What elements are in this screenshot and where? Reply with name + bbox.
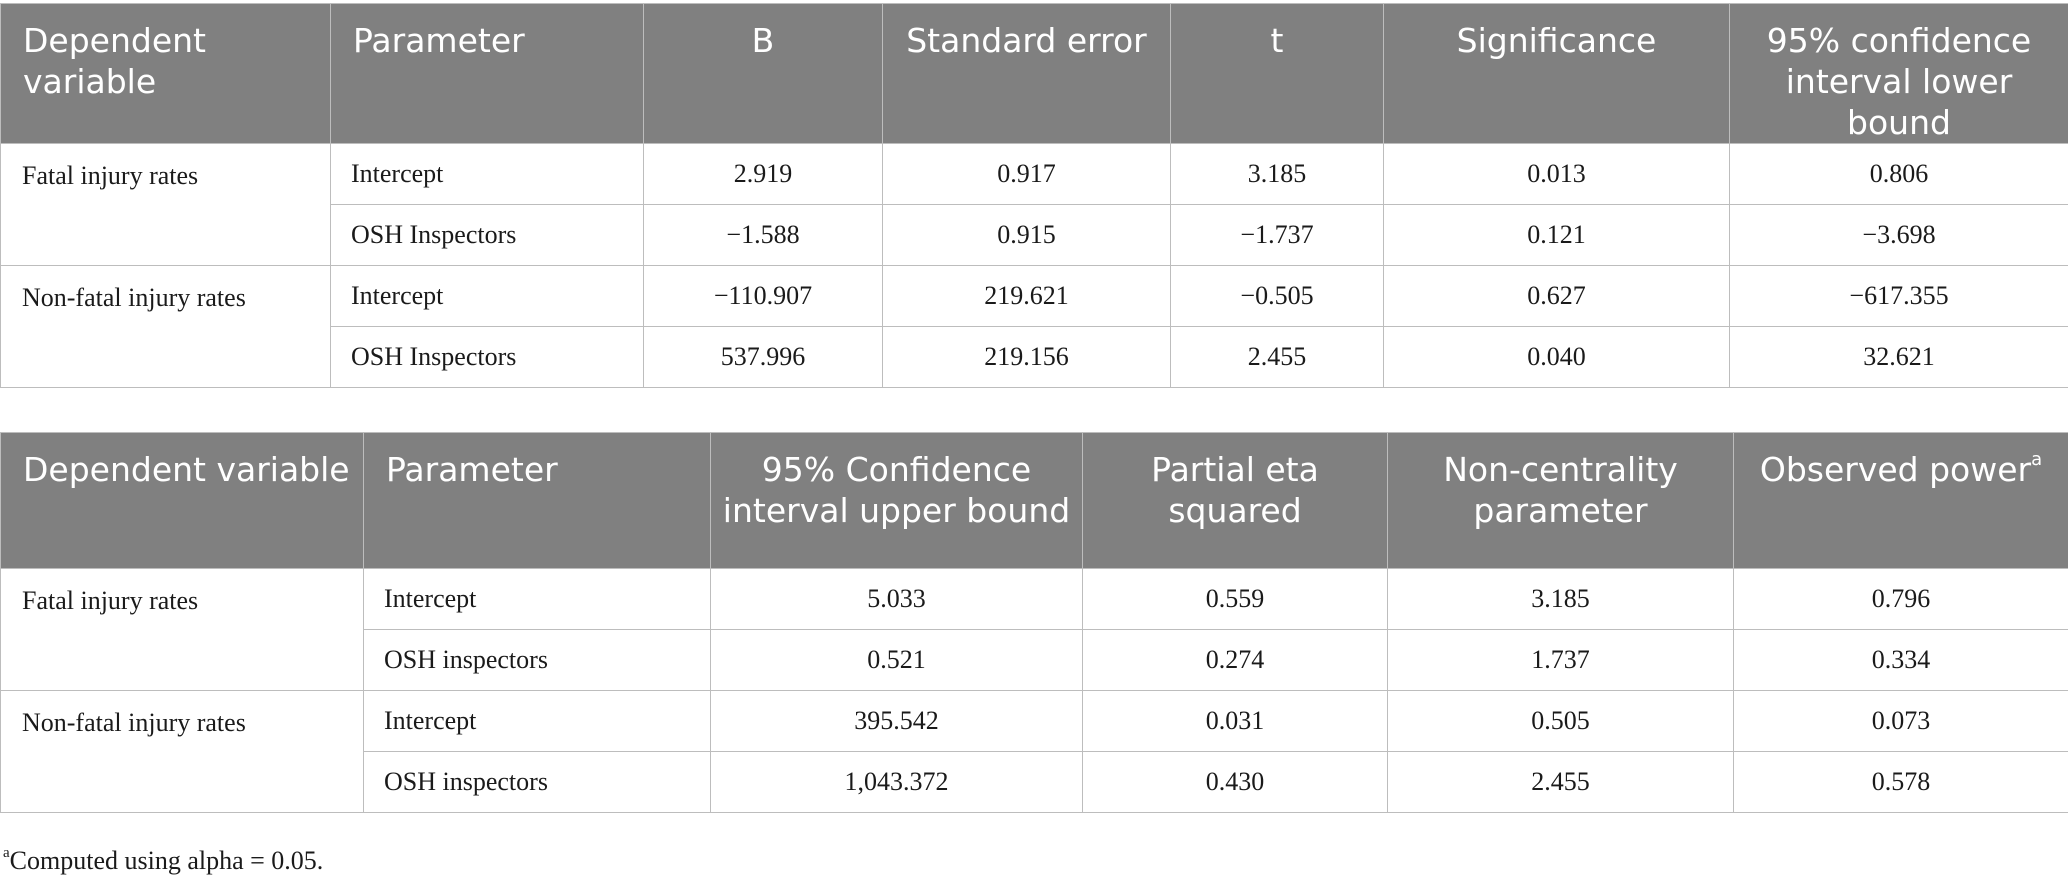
value-cell: 3.185 (1170, 143, 1384, 205)
value-cell: 3.185 (1387, 568, 1734, 630)
table-row: Non-fatal injury rates Intercept −110.90… (0, 265, 2068, 388)
value-cell: 2.919 (643, 143, 883, 205)
parameter-cell: Intercept (363, 568, 711, 630)
value-cell: 0.505 (1387, 690, 1734, 752)
column-header: Significance (1383, 3, 1730, 144)
value-cell: 0.796 (1733, 568, 2068, 630)
column-header: 95% Confidence interval upper bound (710, 432, 1083, 569)
parameter-cell: Intercept (330, 143, 644, 205)
column-header: Parameter (363, 432, 711, 569)
value-cell: 0.013 (1383, 143, 1730, 205)
value-cell: 0.915 (882, 204, 1171, 266)
value-cell: −617.355 (1729, 265, 2068, 327)
table-row: Non-fatal injury rates Intercept 395.542… (0, 690, 2068, 813)
table-footnote: aComputed using alpha = 0.05. (3, 846, 323, 876)
value-cell: 0.559 (1082, 568, 1388, 630)
column-header: Partial eta squared (1082, 432, 1388, 569)
value-cell: 0.073 (1733, 690, 2068, 752)
value-cell: 219.621 (882, 265, 1171, 327)
column-header: 95% confidence interval lower bound (1729, 3, 2068, 144)
value-cell: 2.455 (1387, 751, 1734, 813)
column-header: Parameter (330, 3, 644, 144)
value-cell: 0.334 (1733, 629, 2068, 691)
regression-table-1: Dependent variable Parameter B Standard … (0, 3, 2068, 388)
value-cell: 1.737 (1387, 629, 1734, 691)
column-header: Dependent variable (0, 432, 364, 569)
value-cell: 0.430 (1082, 751, 1388, 813)
value-cell: 2.455 (1170, 326, 1384, 388)
table-row: Fatal injury rates Intercept 5.033 0.559… (0, 568, 2068, 691)
value-cell: 0.578 (1733, 751, 2068, 813)
value-cell: −1.737 (1170, 204, 1384, 266)
value-cell: 395.542 (710, 690, 1083, 752)
table-row: OSH inspectors 0.521 0.274 1.737 0.334 (1, 629, 2068, 691)
parameter-cell: OSH inspectors (363, 751, 711, 813)
column-header: Non-centrality parameter (1387, 432, 1734, 569)
value-cell: −110.907 (643, 265, 883, 327)
value-cell: −1.588 (643, 204, 883, 266)
value-cell: 219.156 (882, 326, 1171, 388)
parameter-cell: Intercept (363, 690, 711, 752)
column-header: B (643, 3, 883, 144)
value-cell: 0.121 (1383, 204, 1730, 266)
table-row: Fatal injury rates Intercept 2.919 0.917… (0, 143, 2068, 266)
value-cell: 0.627 (1383, 265, 1730, 327)
dependent-variable-cell: Non-fatal injury rates (0, 265, 331, 388)
column-header: Dependent variable (0, 3, 331, 144)
column-header: Observed powera (1733, 432, 2068, 569)
value-cell: 0.274 (1082, 629, 1388, 691)
regression-table-2: Dependent variable Parameter 95% Confide… (0, 432, 2068, 813)
value-cell: −3.698 (1729, 204, 2068, 266)
parameter-cell: OSH inspectors (363, 629, 711, 691)
value-cell: 537.996 (643, 326, 883, 388)
value-cell: 0.521 (710, 629, 1083, 691)
table-row: OSH inspectors 1,043.372 0.430 2.455 0.5… (1, 751, 2068, 813)
parameter-cell: OSH Inspectors (330, 204, 644, 266)
dependent-variable-cell: Fatal injury rates (0, 143, 331, 266)
footnote-marker: a (3, 845, 10, 861)
parameter-cell: OSH Inspectors (330, 326, 644, 388)
value-cell: 5.033 (710, 568, 1083, 630)
value-cell: 1,043.372 (710, 751, 1083, 813)
parameter-cell: Intercept (330, 265, 644, 327)
table-header-row: Dependent variable Parameter B Standard … (0, 3, 2068, 144)
column-header-label: Observed power (1759, 450, 2032, 489)
value-cell: 0.040 (1383, 326, 1730, 388)
value-cell: −0.505 (1170, 265, 1384, 327)
value-cell: 32.621 (1729, 326, 2068, 388)
column-header: Standard error (882, 3, 1171, 144)
table-header-row: Dependent variable Parameter 95% Confide… (0, 432, 2068, 569)
footnote-text: Computed using alpha = 0.05. (9, 846, 324, 875)
value-cell: 0.917 (882, 143, 1171, 205)
dependent-variable-cell: Non-fatal injury rates (0, 690, 364, 813)
footnote-marker: a (2031, 449, 2043, 470)
value-cell: 0.031 (1082, 690, 1388, 752)
table-row: OSH Inspectors 537.996 219.156 2.455 0.0… (1, 326, 2068, 388)
column-header: t (1170, 3, 1384, 144)
dependent-variable-cell: Fatal injury rates (0, 568, 364, 691)
value-cell: 0.806 (1729, 143, 2068, 205)
